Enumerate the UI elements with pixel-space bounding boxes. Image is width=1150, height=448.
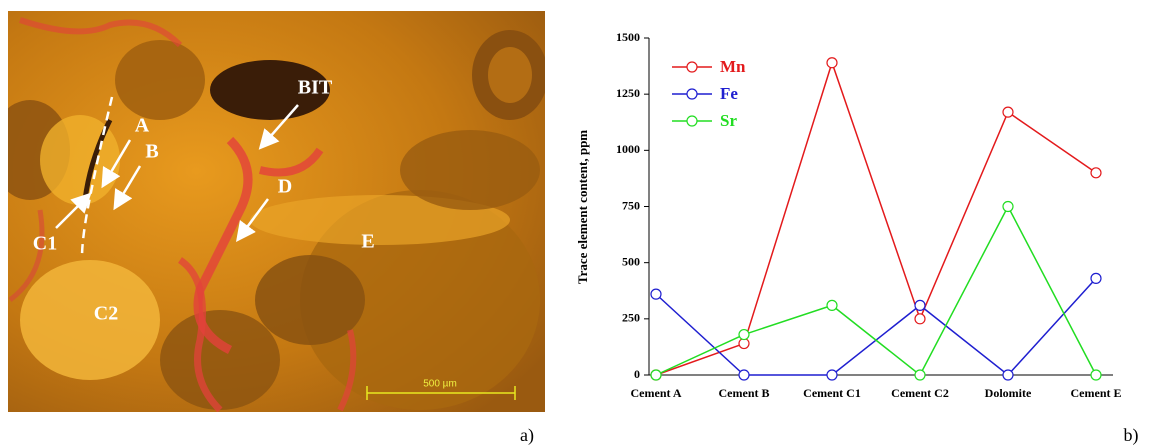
- point: [1090, 167, 1102, 179]
- point: [914, 299, 926, 311]
- point: [826, 57, 838, 69]
- point: [1002, 106, 1014, 118]
- region-label: B: [145, 141, 158, 163]
- region-label: E: [361, 231, 374, 253]
- series-line: [655, 60, 1097, 376]
- region-label: C1: [33, 233, 57, 255]
- series-line: [655, 204, 1097, 377]
- point: [738, 328, 750, 341]
- point: [826, 369, 838, 381]
- legend-marker: [686, 88, 698, 100]
- y-tick-label: 1500: [616, 30, 640, 44]
- point: [650, 369, 662, 381]
- point: [914, 313, 926, 325]
- point: [1002, 200, 1014, 213]
- region-label: C2: [94, 303, 118, 325]
- point: [914, 369, 926, 381]
- legend-marker: [686, 61, 698, 73]
- x-tick-label: Dolomite: [985, 386, 1032, 400]
- micrograph: [8, 11, 545, 412]
- legend-label: Fe: [720, 84, 738, 103]
- x-tick-label: Cement E: [1071, 386, 1122, 400]
- x-tick-label: Cement C1: [803, 386, 861, 400]
- legend-marker: [686, 115, 698, 127]
- y-tick-label: 0: [634, 367, 640, 381]
- y-tick-label: 750: [622, 198, 640, 212]
- y-tick-label: 250: [622, 311, 640, 325]
- series-line: [655, 277, 1097, 377]
- scale-bar-label: 500 µm: [423, 379, 457, 390]
- x-tick-label: Cement A: [631, 386, 682, 400]
- region-label: D: [278, 176, 292, 198]
- x-tick-label: Cement B: [719, 386, 770, 400]
- y-tick-label: 1000: [616, 142, 640, 156]
- arrows: [55, 104, 299, 243]
- point: [650, 288, 662, 300]
- point: [1090, 272, 1102, 284]
- legend-label: Mn: [720, 57, 746, 76]
- point: [826, 299, 838, 311]
- panel-label: b): [1124, 425, 1139, 446]
- region-label: A: [135, 115, 150, 137]
- point: [1002, 369, 1014, 381]
- panel-label: a): [520, 425, 534, 446]
- legend-label: Sr: [720, 111, 737, 130]
- point: [738, 369, 750, 381]
- point: [1090, 369, 1102, 381]
- y-axis-label: Trace element content, ppm: [575, 130, 590, 284]
- x-tick-label: Cement C2: [891, 386, 949, 400]
- y-tick-label: 1250: [616, 86, 640, 100]
- y-tick-label: 500: [622, 254, 640, 268]
- region-label: BIT: [298, 77, 333, 99]
